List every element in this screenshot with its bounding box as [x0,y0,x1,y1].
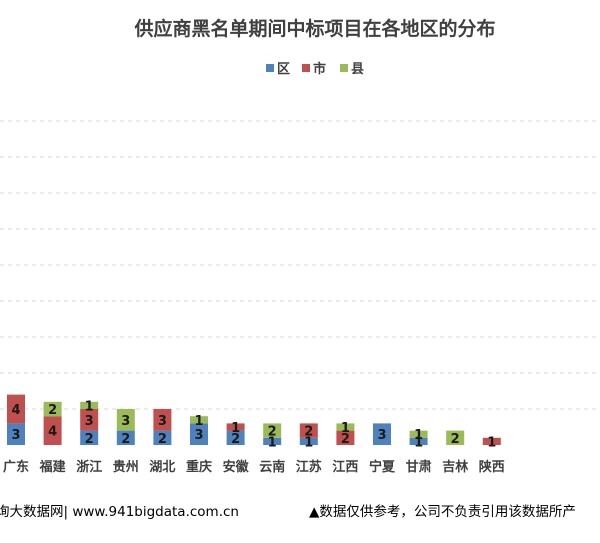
bar-segment [336,423,355,431]
footer-source: 询大数据网| www.941bigdata.com.cn [0,504,239,520]
legend-label: 市 [313,61,326,77]
category-tick-label: 江西 [332,459,358,475]
bar-segment [446,430,465,445]
bar-segment [7,423,25,445]
category-tick-label: 浙江 [76,459,102,475]
gridlines [0,120,600,410]
data-label: 2 [304,425,313,440]
category-tick-label: 宁夏 [369,459,396,475]
legend-swatch [266,64,274,72]
data-label: 3 [158,414,167,429]
bar-segment [299,437,318,445]
data-label: 2 [451,432,460,447]
data-label: 4 [48,425,57,440]
data-label: 3 [121,414,130,429]
data-label: 2 [341,432,350,447]
category-tick-label: 贵州 [113,459,139,475]
bar-segment [43,401,62,417]
bar-segment [373,423,391,445]
data-label: 1 [268,435,277,450]
bar-segment [116,430,135,445]
category-tick-label: 福建 [39,459,66,475]
data-label: 1 [414,435,423,450]
bar-segment [80,409,99,431]
bar-segment [226,423,245,431]
data-label: 1 [194,414,203,429]
category-tick-label: 湖北 [149,460,175,475]
bar-segment [7,394,25,424]
category-tick-label: 陕西 [479,459,505,475]
data-label: 2 [268,425,277,440]
legend-swatch [302,64,310,72]
data-label: 3 [85,414,94,429]
bar-segment [336,430,355,445]
bar-segment [80,430,99,445]
legend-label: 县 [351,62,364,77]
legend-label: 区 [277,62,290,77]
footer-disclaimer: ▲数据仅供参考，公司不负责引用该数据所产 [309,503,576,520]
category-tick-label: 江苏 [296,459,322,475]
bar-segment [299,423,318,438]
bar-segment [190,416,208,424]
data-label: 1 [304,435,313,450]
data-label: 2 [121,432,130,447]
legend-swatch [340,64,348,72]
category-tick-label: 广东 [3,459,29,475]
data-label: 1 [414,428,423,443]
data-label: 1 [341,421,350,436]
data-label: 2 [158,432,167,447]
category-tick-label: 吉林 [442,459,468,475]
data-label: 3 [11,428,20,443]
category-tick-label: 甘肃 [406,459,432,475]
data-label: 3 [377,428,386,443]
bar-segment [153,409,172,431]
data-label: 3 [194,428,203,443]
bar-segment [409,437,428,445]
bar-segment [263,423,282,438]
chart-title: 供应商黑名单期间中标项目在各地区的分布 [133,17,495,40]
bar-segment [153,430,172,445]
data-label: 1 [231,421,240,436]
bar-segment [190,423,208,445]
category-tick-label: 安徽 [223,459,250,475]
category-tick-label: 云南 [259,459,285,475]
category-tick-label: 重庆 [186,459,212,475]
data-label: 1 [85,399,94,414]
data-label: 4 [11,403,20,418]
bar-segment [80,401,99,409]
chart-legend: 区市县 [266,61,364,77]
bar-segment [226,430,245,445]
bar-segment [409,430,428,438]
bar-segment [116,409,135,431]
bar-segment [482,437,501,445]
bar-segment [263,437,282,445]
category-labels: 广东 福建 浙江 贵州 湖北 重庆 安徽 云南 江苏 江西 宁夏 甘肃 吉林 陕西 [3,459,505,475]
data-label: 1 [487,435,496,450]
data-label: 2 [231,432,240,447]
data-label: 2 [48,403,57,418]
data-label: 2 [85,432,94,447]
bars [7,394,501,445]
bar-segment [43,416,62,445]
